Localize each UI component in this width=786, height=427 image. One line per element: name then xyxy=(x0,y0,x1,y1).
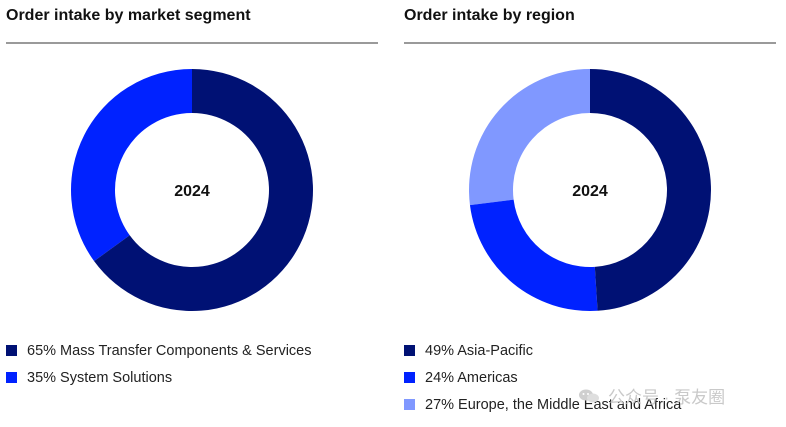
legend-item: 24% Americas xyxy=(404,364,681,391)
legend-item: 65% Mass Transfer Components & Services xyxy=(6,337,311,364)
chart-panel-region: Order intake by region 2024 49% Asia-Pac… xyxy=(404,0,776,427)
legend-label: 27% Europe, the Middle East and Africa xyxy=(425,396,682,413)
chart-title: Order intake by region xyxy=(404,7,575,24)
chart-panel-market-segment: Order intake by market segment 2024 65% … xyxy=(6,0,378,427)
legend-swatch xyxy=(6,345,17,356)
legend-swatch xyxy=(6,372,17,383)
legend-label: 35% System Solutions xyxy=(27,369,173,386)
legend-item: 49% Asia-Pacific xyxy=(404,337,681,364)
donut-center-label: 2024 xyxy=(572,183,608,200)
legend-item: 35% System Solutions xyxy=(6,364,311,391)
donut-slice xyxy=(70,69,192,262)
title-divider xyxy=(6,42,378,44)
watermark-text: 公众号 · 泵友圈 xyxy=(608,388,726,407)
chart-legend: 65% Mass Transfer Components & Services … xyxy=(6,337,311,391)
legend-label: 24% Americas xyxy=(425,369,518,386)
donut-slice xyxy=(590,69,711,311)
legend-swatch xyxy=(404,399,415,410)
chart-legend: 49% Asia-Pacific 24% Americas 27% Europe… xyxy=(404,337,681,418)
donut-center-label: 2024 xyxy=(174,183,210,200)
donut-chart-region: 2024 xyxy=(469,69,711,311)
donut-slice xyxy=(469,199,598,311)
legend-label: 65% Mass Transfer Components & Services xyxy=(27,342,312,359)
watermark: 公众号 · 泵友圈 xyxy=(578,383,725,408)
legend-swatch xyxy=(404,345,415,356)
legend-label: 49% Asia-Pacific xyxy=(425,342,533,359)
legend-swatch xyxy=(404,372,415,383)
legend-item: 27% Europe, the Middle East and Africa xyxy=(404,391,681,418)
title-divider xyxy=(404,42,776,44)
donut-slice xyxy=(469,69,590,206)
chart-title: Order intake by market segment xyxy=(6,7,251,24)
wechat-icon xyxy=(579,389,599,402)
donut-slice xyxy=(94,69,313,311)
donut-chart-market-segment: 2024 xyxy=(70,69,313,311)
